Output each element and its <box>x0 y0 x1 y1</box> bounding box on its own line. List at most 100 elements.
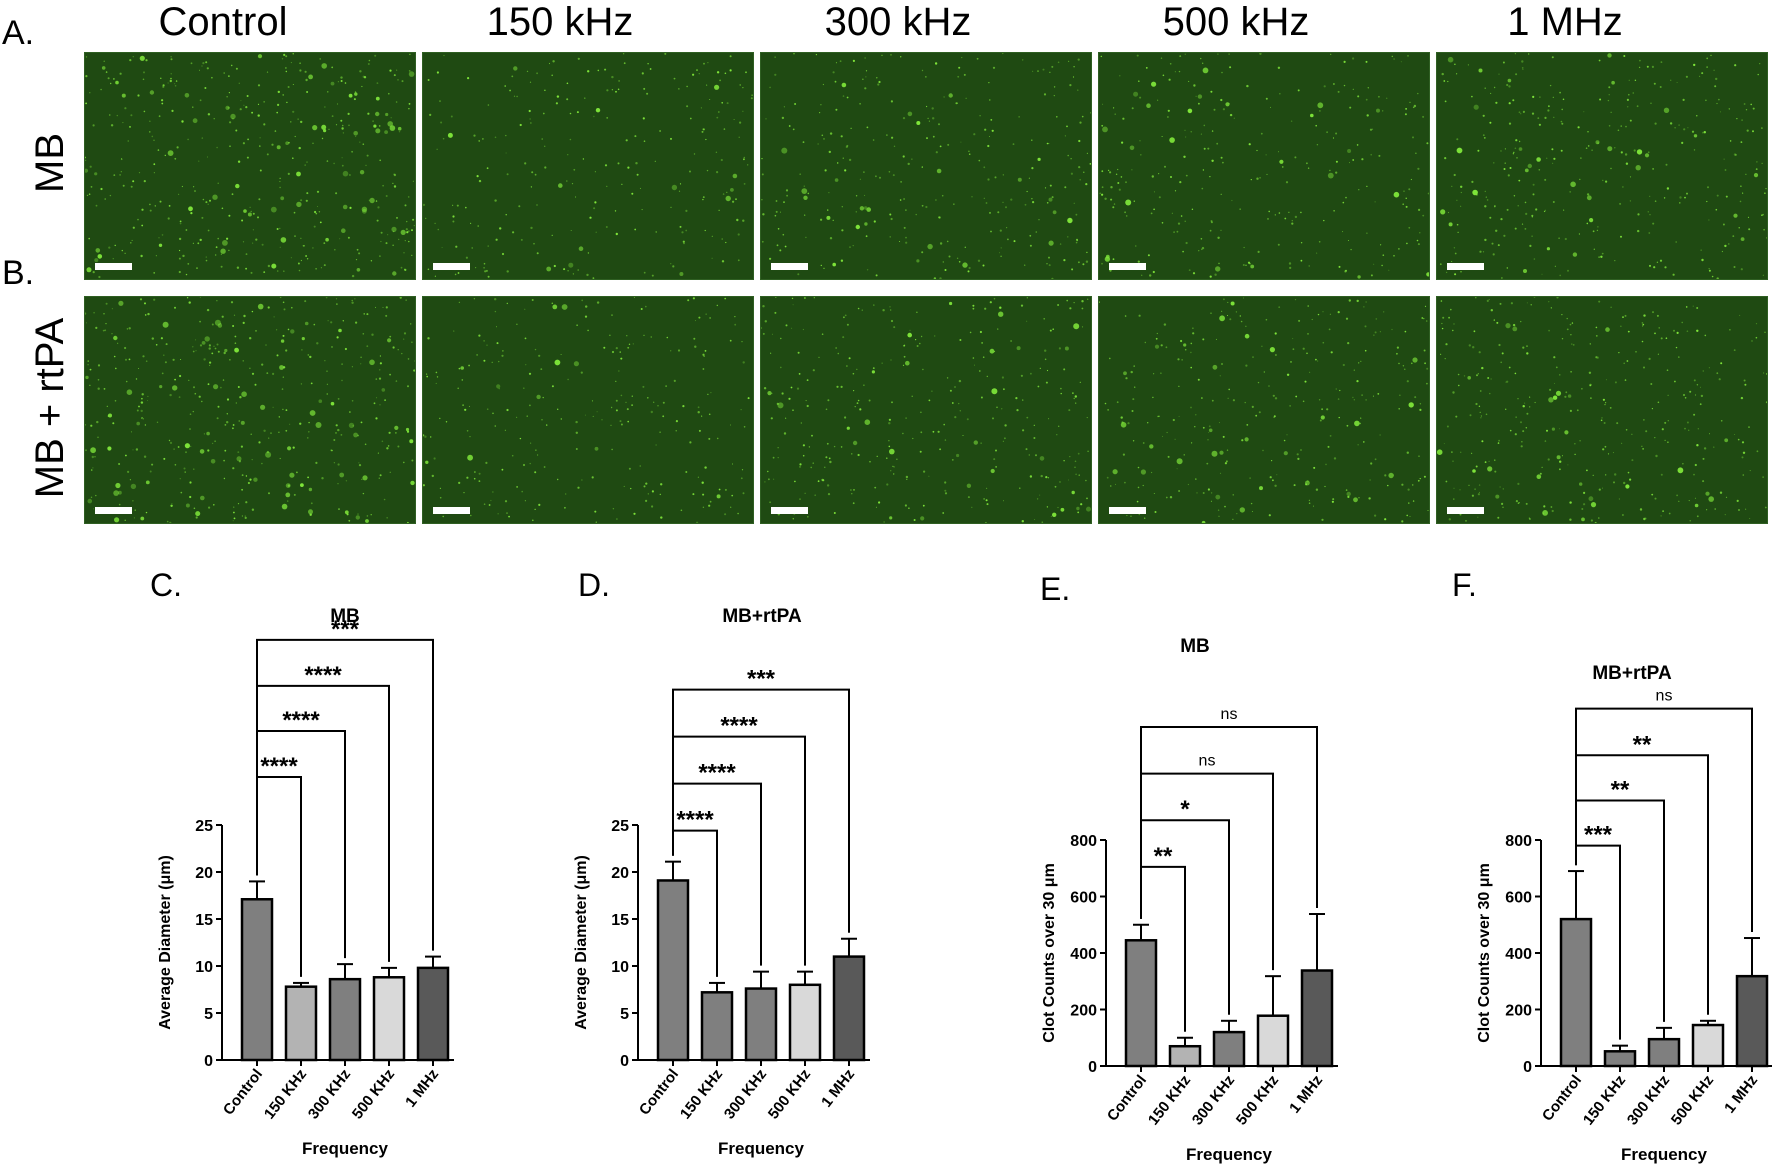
bar-control <box>656 879 690 1062</box>
significance-label: *** <box>747 666 776 693</box>
significance-label: ns <box>1221 706 1238 723</box>
significance-bracket <box>1140 726 1318 919</box>
column-title-300khz: 300 kHz <box>824 0 972 44</box>
chart-title: MB+rtPA <box>1592 663 1672 684</box>
significance-label: ns <box>1656 688 1673 705</box>
y-axis-label: Average Diameter (μm) <box>157 855 174 1030</box>
x-tick-label: 1 MHz <box>402 1066 442 1111</box>
bar-500-khz <box>1691 1023 1725 1068</box>
micrograph-mb-rtpa-500khz <box>1098 296 1430 524</box>
micrograph-mb-150khz <box>422 52 754 280</box>
y-tick-label: 25 <box>195 818 213 835</box>
bar-300-khz <box>744 987 778 1062</box>
x-tick-label: 500 KHz <box>1668 1072 1717 1128</box>
scale-bar <box>1447 263 1484 270</box>
x-tick-label: 150 KHz <box>677 1066 726 1122</box>
bar-control <box>240 898 274 1062</box>
scale-bar <box>433 507 470 514</box>
bar-150-khz <box>700 991 734 1062</box>
chart-title: MB <box>1180 636 1210 657</box>
y-tick-label: 0 <box>1088 1059 1097 1076</box>
significance-label: * <box>1180 796 1190 823</box>
y-tick-label: 15 <box>195 912 213 929</box>
significance-bracket <box>256 638 434 951</box>
scale-bar <box>95 507 132 514</box>
x-axis-label: Frequency <box>1186 1145 1273 1164</box>
x-axis-label: Frequency <box>302 1139 389 1158</box>
x-tick-label: 500 KHz <box>1233 1072 1282 1128</box>
significance-label: **** <box>698 760 736 787</box>
scale-bar <box>1447 507 1484 514</box>
micrograph-mb-300khz <box>760 52 1092 280</box>
x-tick-label: 300 KHz <box>305 1066 354 1122</box>
significance-label: ** <box>1611 776 1630 803</box>
scale-bar <box>433 263 470 270</box>
bar-150-khz <box>1168 1044 1202 1068</box>
significance-label: *** <box>1584 822 1613 849</box>
panel-label: C. <box>150 567 182 603</box>
micrograph-mb-control <box>84 52 416 280</box>
chart-title: MB+rtPA <box>722 606 802 627</box>
panel-label: F. <box>1452 567 1477 603</box>
y-tick-label: 400 <box>1070 946 1097 963</box>
y-tick-label: 200 <box>1070 1003 1097 1020</box>
bar-150-khz <box>1603 1050 1637 1068</box>
significance-label: ns <box>1199 753 1216 770</box>
y-tick-label: 0 <box>620 1053 629 1070</box>
column-title-control: Control <box>158 0 288 44</box>
micrograph-mb-rtpa-control <box>84 296 416 524</box>
y-tick-label: 400 <box>1505 946 1532 963</box>
bar-control <box>1559 917 1593 1068</box>
x-tick-label: 300 KHz <box>1624 1072 1673 1128</box>
y-tick-label: 10 <box>611 959 629 976</box>
y-tick-label: 5 <box>620 1006 629 1023</box>
x-tick-label: 1 MHz <box>1721 1072 1761 1117</box>
y-tick-label: 600 <box>1505 890 1532 907</box>
scale-bar <box>771 507 808 514</box>
bar-500-khz <box>1256 1014 1290 1068</box>
y-tick-label: 25 <box>611 818 629 835</box>
y-tick-label: 20 <box>611 865 629 882</box>
y-tick-label: 0 <box>204 1053 213 1070</box>
y-tick-label: 0 <box>1523 1059 1532 1076</box>
significance-label: **** <box>260 753 298 780</box>
y-tick-label: 20 <box>195 865 213 882</box>
x-tick-label: 150 KHz <box>1580 1072 1629 1128</box>
panel-label: E. <box>1040 571 1070 607</box>
micrograph-mb-1mhz <box>1436 52 1768 280</box>
x-axis-label: Frequency <box>1621 1145 1708 1164</box>
significance-label: **** <box>282 707 320 734</box>
y-tick-label: 15 <box>611 912 629 929</box>
x-tick-label: 1 MHz <box>1286 1072 1326 1117</box>
significance-label: **** <box>720 713 758 740</box>
panel-label-b: B. <box>2 254 35 292</box>
x-tick-label: 1 MHz <box>818 1066 858 1111</box>
significance-bracket <box>1575 754 1709 1015</box>
scale-bar <box>771 263 808 270</box>
significance-bracket <box>256 684 390 962</box>
significance-bracket <box>672 735 806 966</box>
scale-bar <box>95 263 132 270</box>
column-title-500khz: 500 kHz <box>1162 0 1310 44</box>
bar-1-mhz <box>832 955 866 1062</box>
scale-bar <box>1109 507 1146 514</box>
y-tick-label: 10 <box>195 959 213 976</box>
panel-label-a: A. <box>2 14 35 52</box>
micrograph-mb-rtpa-150khz <box>422 296 754 524</box>
x-tick-label: Control <box>1104 1072 1150 1124</box>
significance-label: ** <box>1154 843 1173 870</box>
y-tick-label: 800 <box>1505 833 1532 850</box>
x-tick-label: 150 KHz <box>261 1066 310 1122</box>
micrograph-mb-rtpa-1mhz <box>1436 296 1768 524</box>
micrograph-mb-rtpa-300khz <box>760 296 1092 524</box>
x-tick-label: Control <box>1539 1072 1585 1124</box>
x-tick-label: 300 KHz <box>721 1066 770 1122</box>
scale-bar <box>1109 263 1146 270</box>
bar-1-mhz <box>416 966 450 1062</box>
significance-label: **** <box>676 807 714 834</box>
bar-1-mhz <box>1300 969 1334 1068</box>
x-axis-label: Frequency <box>718 1139 805 1158</box>
bar-150-khz <box>284 985 318 1062</box>
y-tick-label: 800 <box>1070 833 1097 850</box>
chart-title: MB <box>330 606 360 627</box>
